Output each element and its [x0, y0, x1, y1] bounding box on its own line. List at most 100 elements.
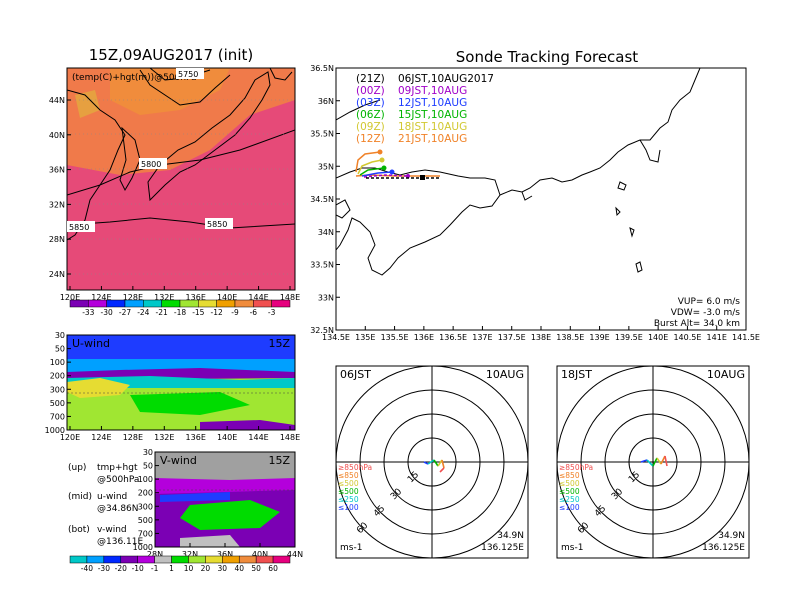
legend-mid-b: @34.86N — [97, 504, 139, 514]
wind-cbar-swatch-5 — [154, 555, 172, 564]
wind-cbar-label-0: -40 — [81, 564, 93, 573]
wind-cbar-label-3: -10 — [132, 564, 144, 573]
temp-cbar-swatch-6 — [179, 299, 199, 308]
temp-cbar-label-9: -6 — [250, 308, 258, 317]
wind-cbar-swatch-10 — [238, 555, 257, 564]
track-legend-text-5: 21JST,10AUG — [398, 133, 467, 145]
wind-cbar-label-1: -30 — [98, 564, 110, 573]
hodo-trace-5 — [664, 455, 668, 467]
hodo-lat: 34.9N — [718, 531, 745, 541]
hodo-date: 10AUG — [707, 368, 745, 381]
track-legend-text-0: 06JST,10AUG2017 — [398, 73, 494, 85]
track-lat-label-7: 33N — [318, 293, 334, 302]
uw-p-label-2: 100 — [50, 358, 65, 367]
legend-bot-a: v-wind — [97, 525, 127, 535]
temp-cbar-label-0: -33 — [82, 308, 94, 317]
track-lat-ticks: 36.5N 36N 35.5N 35N 34.5N 34N 33.5N 33N 32.5N — [310, 64, 340, 335]
track-lat-label-4: 34.5N — [310, 195, 334, 204]
temp-colorbar: -33 -30 -27 -24 -21 -18 -15 -12 -9 -6 -3 — [69, 299, 291, 317]
track-legend-utc-1: (00Z) — [356, 85, 385, 97]
track-map — [336, 68, 701, 276]
uw-p-label-1: 50 — [55, 345, 65, 354]
hodo-legend-4: ≤250 — [559, 495, 580, 504]
legend-mid-key: (mid) — [68, 492, 92, 502]
track-lat-label-5: 34N — [318, 228, 334, 237]
track-lon-ticks: 134.5E 135E 135.5E 136E 136.5E 137E 137.5E 138E… — [322, 326, 760, 342]
track-legend-text-3: 15JST,10AUG — [398, 109, 467, 121]
uwind-label: U-wind — [72, 337, 110, 350]
wind-cbar-swatch-6 — [171, 555, 189, 564]
uwind-time: 15Z — [268, 337, 290, 350]
track-lat-label-3: 35N — [318, 162, 334, 171]
vwind-pressure-ticks: 30 50 100 200 300 500 700 1000 — [133, 448, 159, 552]
wind-cbar-swatch-1 — [86, 555, 105, 564]
map-lon-label-6: 144E — [248, 293, 268, 302]
left-legend: (up) tmp+hgt @500hPa (mid) u-wind @34.86… — [68, 463, 143, 547]
hodo-lon: 136.125E — [702, 543, 745, 553]
uw-lon-label-5: 140E — [217, 433, 237, 442]
vw-lat-label-3: 40N — [252, 550, 268, 559]
vw-p-label-7: 1000 — [133, 543, 153, 552]
hodo-time: 18JST — [561, 368, 592, 381]
hodo-legend-2: ≤500 — [559, 479, 580, 488]
temp-map — [67, 68, 295, 290]
map-lon-label-4: 136E — [186, 293, 206, 302]
track-lon-label-11: 140E — [648, 333, 668, 342]
track-legend-utc-5: (12Z) — [356, 133, 385, 145]
hodo-trace-5 — [439, 467, 445, 473]
hodo-legend-2: ≤500 — [338, 479, 359, 488]
uw-p-label-6: 700 — [50, 412, 65, 421]
wind-cbar-swatch-9 — [222, 555, 240, 564]
wind-cbar-label-7: 20 — [201, 564, 211, 573]
track-legend: (21Z) 06JST,10AUG2017 (00Z) 09JST,10AUG (03Z… — [356, 73, 494, 145]
hodo-trace-2 — [652, 457, 658, 467]
hodo-legend-5: ≤100 — [338, 503, 359, 512]
temp-cbar-swatch-4 — [143, 299, 162, 308]
hodo-trace-3 — [437, 459, 443, 467]
map-lat-label-5: 24N — [49, 270, 65, 279]
wind-colorbar: -40 -30 -20 -10 -1 1 10 20 30 40 50 60 — [69, 555, 291, 573]
temp-cbar-swatch-5 — [161, 299, 181, 308]
legend-up-key: (up) — [68, 463, 86, 473]
temp-cbar-label-6: -15 — [192, 308, 204, 317]
legend-mid-a: u-wind — [97, 492, 127, 502]
map-lon-label-5: 140E — [217, 293, 237, 302]
hodo-trace-3 — [656, 457, 662, 465]
param-vup: VUP= 6.0 m/s — [678, 297, 741, 307]
uw-p-label-4: 300 — [50, 385, 65, 394]
contour-label-5800: 5800 — [141, 160, 161, 169]
hodo-trace-1 — [646, 459, 654, 467]
contour-label-5750: 5750 — [178, 70, 198, 79]
uw-lon-label-6: 144E — [248, 433, 268, 442]
temp-cbar-swatch-8 — [216, 299, 236, 308]
track-lon-label-3: 136E — [414, 333, 434, 342]
vw-lat-label-2: 36N — [217, 550, 233, 559]
track-lon-label-4: 136.5E — [439, 333, 467, 342]
map-lon-label-2: 128E — [123, 293, 143, 302]
map-label: (temp(C)+hgt(m))@500hPa — [72, 73, 197, 83]
param-burst: Burst Alt= 34.0 km — [654, 319, 740, 329]
hodo-legend-4: ≤250 — [338, 495, 359, 504]
track-legend-text-2: 12JST,10AUG — [398, 97, 467, 109]
map-lat-label-4: 28N — [49, 235, 65, 244]
wind-cbar-swatch-11 — [255, 555, 274, 564]
uw-lon-label-4: 136E — [186, 433, 206, 442]
wind-cbar-label-5: 1 — [169, 564, 174, 573]
legend-up-a: tmp+hgt — [97, 463, 138, 473]
wind-cbar-label-10: 50 — [251, 564, 261, 573]
map-lat-label-3: 32N — [49, 200, 65, 209]
temp-cbar-label-5: -18 — [174, 308, 186, 317]
vw-p-label-6: 700 — [138, 529, 153, 538]
wind-cbar-label-8: 30 — [218, 564, 228, 573]
vwind-time: 15Z — [268, 454, 290, 467]
wind-cbar-label-2: -20 — [115, 564, 127, 573]
vwind-lat-ticks: 28N 32N 36N 40N 44N — [147, 543, 303, 559]
map-lon-label-1: 124E — [91, 293, 111, 302]
temp-cbar-swatch-2 — [106, 299, 126, 308]
track-lat-label-6: 33.5N — [310, 261, 334, 270]
wind-cbar-swatch-8 — [205, 555, 223, 564]
track-lon-label-13: 141E — [707, 333, 727, 342]
temp-cbar-swatch-10 — [253, 299, 272, 308]
